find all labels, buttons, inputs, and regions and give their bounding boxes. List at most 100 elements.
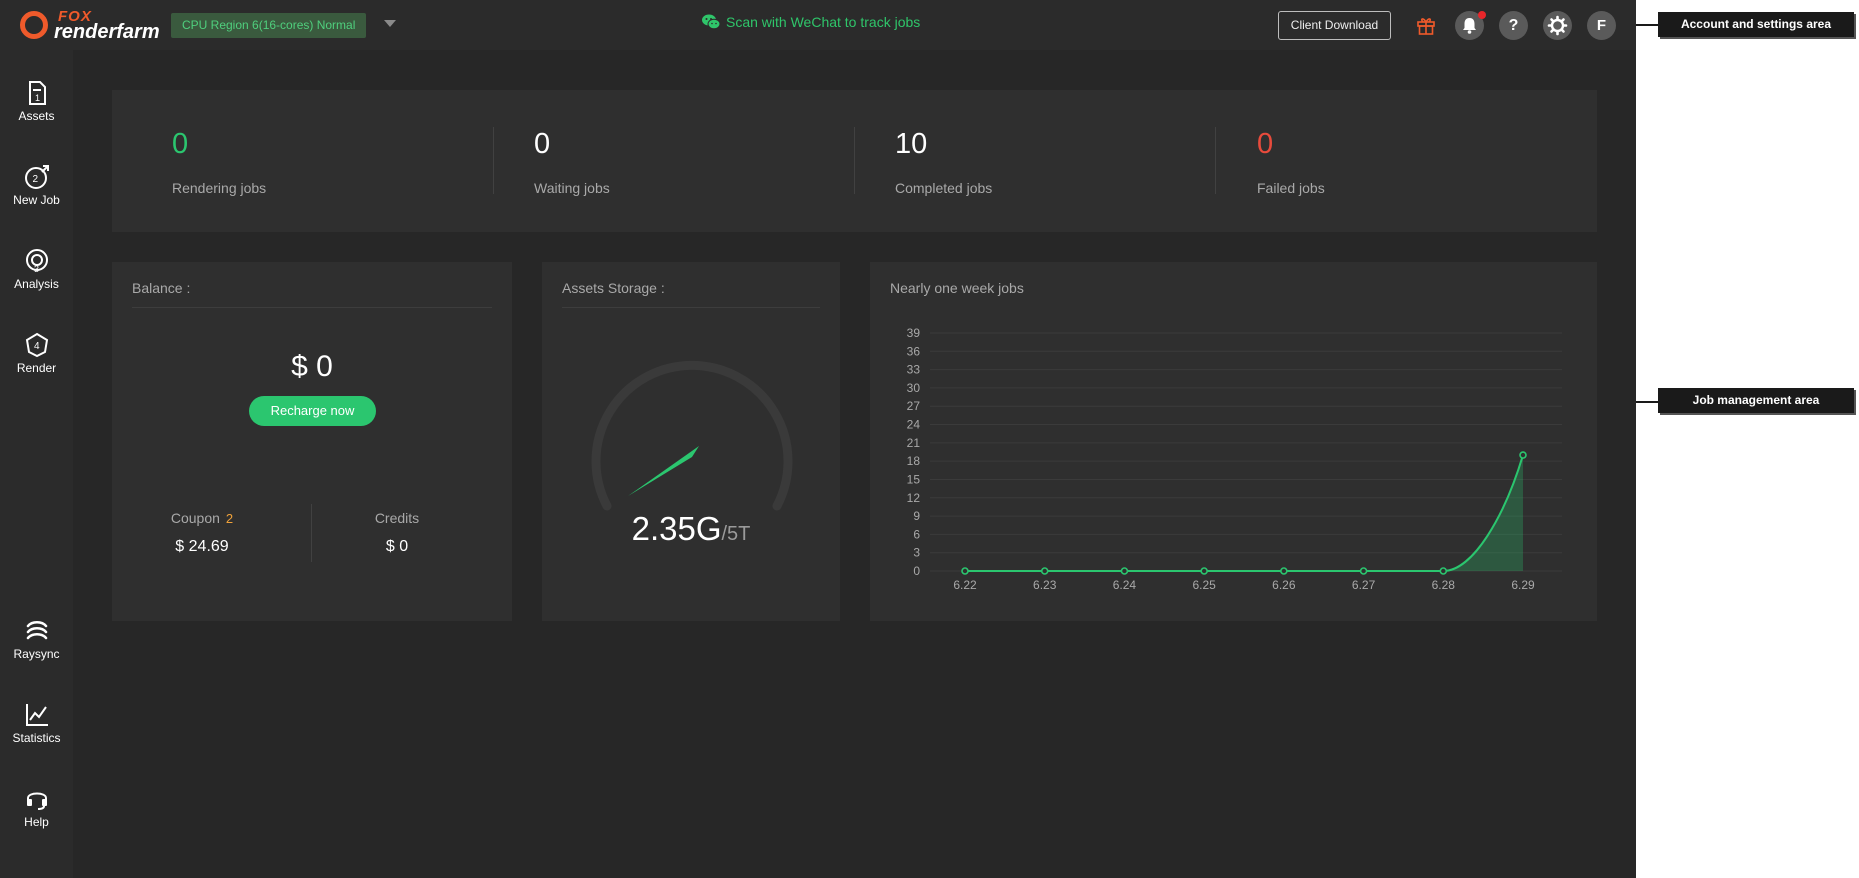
divider bbox=[311, 504, 312, 562]
data-point[interactable] bbox=[1040, 567, 1049, 575]
svg-text:3: 3 bbox=[34, 264, 39, 274]
y-tick-label: 30 bbox=[907, 381, 921, 395]
sidebar-item-render[interactable]: 4 Render bbox=[0, 332, 73, 392]
x-tick-label: 6.28 bbox=[1432, 578, 1456, 592]
help-icon: ? bbox=[1508, 17, 1519, 34]
stat-value: 10 bbox=[895, 128, 928, 160]
logo-ring-icon bbox=[20, 11, 48, 39]
x-tick-label: 6.23 bbox=[1033, 578, 1057, 592]
sidebar-item-label: Assets bbox=[18, 109, 55, 123]
data-point[interactable] bbox=[1280, 567, 1288, 575]
coupon-section[interactable]: Coupon 2 $ 24.69 bbox=[127, 510, 277, 556]
sidebar-item-raysync[interactable]: Raysync bbox=[0, 618, 73, 678]
credits-label: Credits bbox=[374, 510, 420, 526]
gear-icon bbox=[1547, 15, 1568, 36]
assets-icon: 1 bbox=[28, 81, 46, 105]
help-button[interactable]: ? bbox=[1499, 11, 1528, 40]
y-tick-label: 21 bbox=[907, 436, 921, 450]
wechat-text: Scan with WeChat to track jobs bbox=[726, 14, 921, 30]
user-avatar[interactable]: F bbox=[1587, 11, 1616, 40]
wechat-icon bbox=[702, 14, 720, 30]
data-point[interactable] bbox=[1120, 567, 1129, 575]
app-window: FOX renderfarm CPU Region 6(16-cores) No… bbox=[0, 0, 1636, 878]
data-point[interactable] bbox=[961, 567, 969, 575]
divider bbox=[1215, 127, 1216, 194]
y-tick-label: 18 bbox=[907, 454, 921, 468]
headset-icon bbox=[26, 792, 47, 810]
sidebar-item-label: New Job bbox=[13, 193, 60, 207]
recharge-now-button[interactable]: Recharge now bbox=[249, 396, 376, 426]
render-icon: 4 bbox=[25, 332, 48, 358]
storage-total: /5T bbox=[721, 523, 751, 545]
account-settings-callout: Account and settings area bbox=[1658, 12, 1854, 37]
stat-value: 0 bbox=[172, 128, 189, 160]
y-tick-label: 39 bbox=[907, 326, 921, 340]
y-tick-label: 33 bbox=[907, 363, 921, 377]
sidebar-item-assets[interactable]: 1 Assets bbox=[0, 80, 73, 140]
top-bar: FOX renderfarm CPU Region 6(16-cores) No… bbox=[0, 0, 1636, 50]
sidebar-item-help[interactable]: Help bbox=[0, 786, 73, 846]
y-tick-label: 27 bbox=[907, 399, 921, 413]
logo-text-bottom: renderfarm bbox=[54, 21, 160, 43]
x-tick-label: 6.29 bbox=[1511, 578, 1535, 592]
gift-icon[interactable] bbox=[1415, 14, 1437, 36]
notification-badge bbox=[1478, 11, 1486, 19]
y-tick-label: 9 bbox=[913, 509, 920, 523]
series-area bbox=[1443, 455, 1523, 571]
y-tick-label: 0 bbox=[913, 564, 920, 578]
stat-completed-jobs[interactable]: 10 Completed jobs bbox=[835, 90, 1197, 232]
job-stats-card: 0 Rendering jobs 0 Waiting jobs 10 Compl… bbox=[112, 90, 1597, 232]
region-selector[interactable]: CPU Region 6(16-cores) Normal bbox=[171, 13, 367, 38]
svg-text:4: 4 bbox=[34, 341, 40, 352]
divider bbox=[132, 307, 492, 308]
stat-label: Waiting jobs bbox=[534, 180, 610, 196]
callout-connector bbox=[1636, 24, 1658, 26]
stat-label: Failed jobs bbox=[1257, 180, 1325, 196]
stat-rendering-jobs[interactable]: 0 Rendering jobs bbox=[112, 90, 474, 232]
balance-title: Balance : bbox=[132, 280, 191, 296]
y-tick-label: 6 bbox=[913, 527, 920, 541]
x-tick-label: 6.22 bbox=[953, 578, 977, 592]
sidebar: 1 Assets 2 New Job 3 Analysis 4 bbox=[0, 50, 73, 878]
storage-usage: 2.35G/5T bbox=[542, 510, 840, 548]
divider bbox=[493, 127, 494, 194]
storage-gauge bbox=[591, 360, 793, 511]
statistics-icon bbox=[25, 704, 48, 726]
chevron-down-icon[interactable] bbox=[384, 20, 396, 27]
client-download-button[interactable]: Client Download bbox=[1278, 11, 1391, 40]
data-point[interactable] bbox=[1200, 567, 1208, 575]
y-tick-label: 36 bbox=[907, 344, 921, 358]
credits-section[interactable]: Credits $ 0 bbox=[326, 510, 468, 556]
series-line bbox=[965, 454, 1524, 572]
settings-button[interactable] bbox=[1543, 11, 1572, 40]
wechat-track-link[interactable]: Scan with WeChat to track jobs bbox=[702, 14, 920, 30]
storage-title: Assets Storage : bbox=[562, 280, 665, 296]
sidebar-item-analysis[interactable]: 3 Analysis bbox=[0, 248, 73, 308]
gauge-needle bbox=[628, 446, 699, 496]
data-point[interactable] bbox=[1519, 451, 1527, 459]
balance-card: Balance : $ 0 Recharge now Coupon 2 $ 24.… bbox=[112, 262, 512, 621]
sidebar-item-new-job[interactable]: 2 New Job bbox=[0, 164, 73, 224]
fox-renderfarm-logo[interactable]: FOX renderfarm bbox=[18, 8, 163, 43]
callout-connector bbox=[1636, 401, 1658, 403]
stat-label: Rendering jobs bbox=[172, 180, 267, 196]
y-tick-label: 24 bbox=[907, 418, 921, 432]
sidebar-item-statistics[interactable]: Statistics bbox=[0, 702, 73, 762]
credits-value: $ 0 bbox=[385, 538, 409, 555]
balance-amount: $ 0 bbox=[291, 350, 333, 383]
job-management-callout: Job management area bbox=[1658, 388, 1854, 413]
data-point[interactable] bbox=[1359, 567, 1368, 575]
sidebar-item-label: Analysis bbox=[14, 277, 59, 291]
raysync-icon bbox=[26, 620, 47, 640]
stat-value: 0 bbox=[1257, 128, 1274, 160]
logo-text-top: FOX bbox=[58, 8, 92, 25]
stat-failed-jobs[interactable]: 0 Failed jobs bbox=[1197, 90, 1559, 232]
assets-storage-card: Assets Storage : 2.35G/5T bbox=[542, 262, 840, 621]
x-tick-label: 6.25 bbox=[1192, 578, 1216, 592]
data-point[interactable] bbox=[1439, 567, 1448, 575]
weekly-jobs-card: Nearly one week jobs 0 3 6 9 12 15 18 21 24 27 30 3… bbox=[870, 262, 1597, 621]
stat-waiting-jobs[interactable]: 0 Waiting jobs bbox=[474, 90, 836, 232]
coupon-count-badge: 2 bbox=[225, 511, 234, 526]
y-tick-label: 15 bbox=[907, 472, 921, 486]
